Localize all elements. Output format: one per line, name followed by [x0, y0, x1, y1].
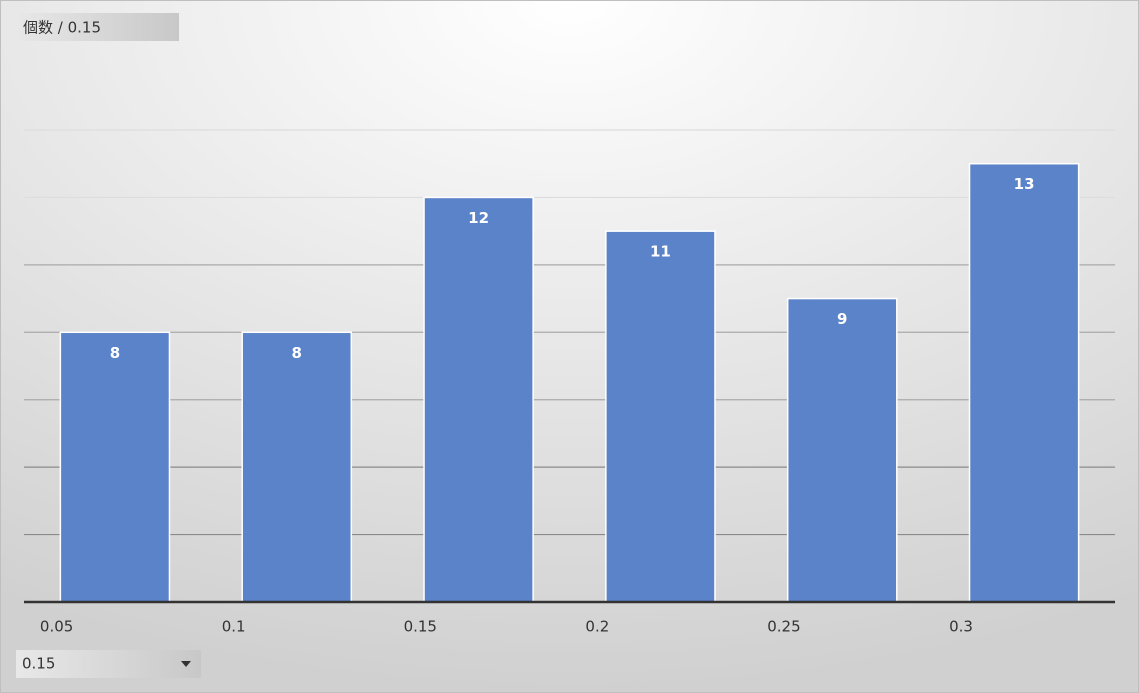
x-tick-label: 0.3 — [949, 618, 973, 636]
x-tick-label: 0.05 — [40, 618, 73, 636]
value-label: 8 — [110, 344, 120, 362]
bar — [241, 331, 353, 603]
bar — [968, 162, 1080, 603]
x-tick-label: 0.2 — [585, 618, 609, 636]
value-label: 11 — [650, 243, 671, 261]
x-tick-label: 0.1 — [222, 618, 246, 636]
bar — [605, 230, 716, 603]
value-label: 9 — [837, 310, 847, 328]
bar — [59, 331, 171, 603]
value-label: 13 — [1014, 175, 1035, 193]
dropdown-arrow — [181, 661, 191, 667]
x-tick-label: 0.15 — [404, 618, 437, 636]
bar — [786, 297, 898, 603]
chart-title: 個数 / 0.15 — [23, 19, 101, 37]
axis-field-button[interactable] — [16, 650, 201, 678]
value-label: 12 — [468, 209, 489, 227]
bar — [423, 196, 534, 603]
x-tick-label: 0.25 — [767, 618, 800, 636]
field-button[interactable] — [16, 13, 179, 41]
axis-field-label: 0.15 — [22, 655, 55, 673]
value-label: 8 — [292, 344, 302, 362]
